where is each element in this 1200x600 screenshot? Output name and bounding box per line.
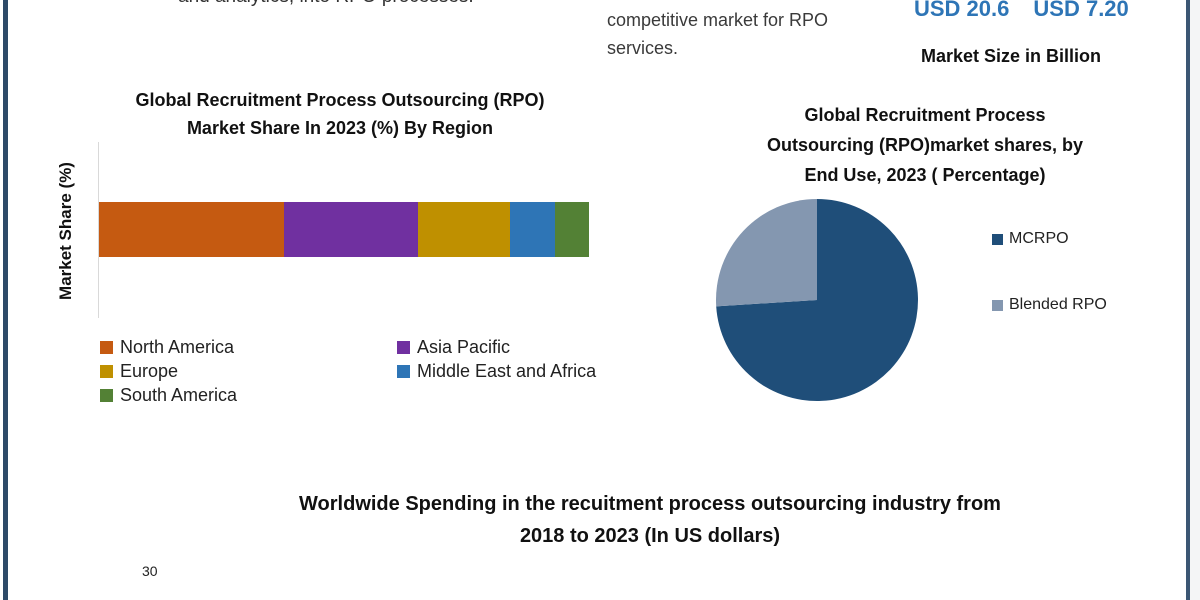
legend-swatch-icon	[397, 365, 410, 378]
legend-item: North America	[100, 337, 234, 358]
legend-swatch-icon	[992, 299, 1003, 311]
legend-swatch-icon	[100, 341, 113, 354]
legend-label: North America	[120, 337, 235, 357]
region-stacked-bar	[99, 202, 589, 257]
right-border	[1186, 0, 1190, 600]
bar-segment-middle-east-and-africa	[510, 202, 556, 257]
spending-chart-y-tick: 30	[142, 563, 158, 579]
legend-label: MCRPO	[1009, 230, 1069, 247]
end-use-chart-title-line-1: Global Recruitment Process	[804, 105, 1046, 125]
pie-legend-item: Blended RPO	[992, 296, 1107, 314]
bar-segment-south-america	[555, 202, 589, 257]
market-size-label: Market Size in Billion	[921, 46, 1102, 66]
spending-chart-title-line-2: 2018 to 2023 (In US dollars)	[519, 525, 781, 547]
region-chart-title: Global Recruitment Process Outsourcing (…	[95, 86, 585, 142]
bar-segment-asia-pacific	[284, 202, 418, 257]
pie-slice-blended-rpo	[716, 199, 817, 307]
legend-item: Europe	[100, 361, 178, 382]
legend-label: Asia Pacific	[417, 337, 511, 357]
intro-text-fragment: and analytics, into RPO processes.	[178, 0, 474, 8]
region-chart-title-line-2: Market Share In 2023 (%) By Region	[186, 118, 494, 138]
market-size-value-2023: USD 7.20	[1033, 0, 1129, 21]
end-use-pie-chart	[716, 199, 918, 401]
legend-label: Blended RPO	[1009, 296, 1107, 313]
spending-chart-title-line-1: Worldwide Spending in the recuitment pro…	[299, 493, 1001, 515]
end-use-chart-title: Global Recruitment Process Outsourcing (…	[725, 100, 1125, 190]
pie-legend-item: MCRPO	[992, 230, 1069, 248]
legend-item: Asia Pacific	[397, 337, 510, 358]
region-chart-y-axis	[98, 142, 99, 318]
legend-swatch-icon	[100, 389, 113, 402]
bar-segment-north-america	[99, 202, 285, 257]
end-use-chart-title-line-2: Outsourcing (RPO)market shares, by	[766, 135, 1084, 155]
market-size-value-2030: USD 20.6	[914, 0, 1010, 21]
right-gutter	[1190, 0, 1200, 600]
competitive-market-text: competitive market for RPO services.	[607, 10, 829, 58]
legend-swatch-icon	[100, 365, 113, 378]
legend-label: Middle East and Africa	[417, 361, 597, 381]
left-border	[3, 0, 8, 600]
legend-item: Middle East and Africa	[397, 361, 596, 382]
end-use-chart-title-line-3: End Use, 2023 ( Percentage)	[804, 165, 1046, 185]
market-size-values: USD 20.6 USD 7.20	[914, 0, 1129, 22]
legend-swatch-icon	[992, 233, 1003, 245]
legend-label: South America	[120, 385, 238, 405]
pie-slice-mcrpo	[716, 199, 918, 401]
legend-item: South America	[100, 385, 237, 406]
legend-swatch-icon	[397, 341, 410, 354]
legend-label: Europe	[120, 361, 179, 381]
spending-chart-title: Worldwide Spending in the recuitment pro…	[200, 488, 1100, 552]
bar-segment-europe	[417, 202, 511, 257]
region-chart-y-axis-label: Market Share (%)	[56, 162, 75, 300]
region-chart-title-line-1: Global Recruitment Process Outsourcing (…	[135, 90, 545, 110]
